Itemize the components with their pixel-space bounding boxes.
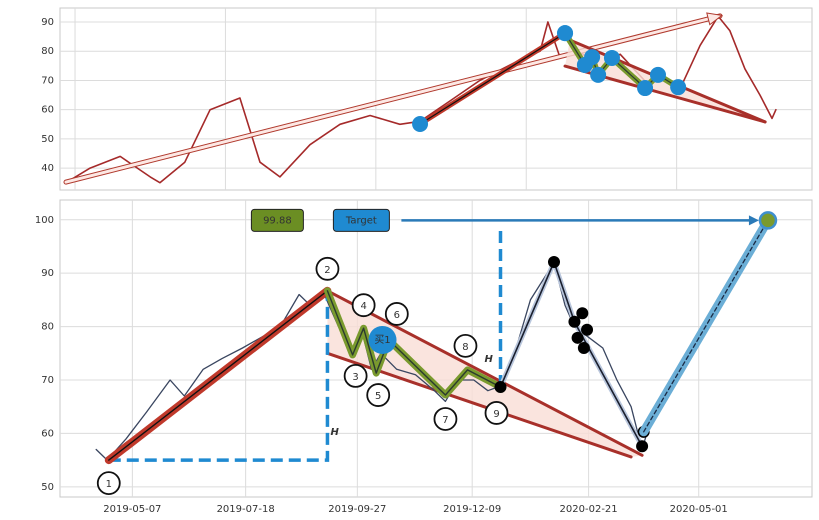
pivot-label: 3: [352, 372, 358, 383]
pivot-label: 9: [493, 409, 499, 420]
y-tick-label: 90: [41, 17, 54, 28]
swing-dot: [571, 331, 584, 344]
pivot-label-ring: [384, 302, 409, 326]
target-value: 99.88: [263, 215, 292, 226]
buy-label: 买1: [374, 334, 390, 346]
swing-dot: [576, 307, 589, 320]
swing-dot: [568, 315, 581, 328]
wedge-upper: [325, 289, 644, 457]
y-tick-label: 60: [41, 105, 54, 116]
pivot-label-ring: [343, 364, 368, 388]
pivot-label-ring: [351, 293, 376, 318]
pivot-dot: [603, 49, 620, 66]
pivot-dot: [590, 66, 607, 83]
pivot-label-ring: [453, 333, 478, 358]
x-tick-label: 2020-05-01: [670, 504, 728, 515]
pivot-label: 4: [360, 301, 366, 312]
target-box: [332, 208, 390, 232]
pivot-label-ring: [96, 471, 121, 496]
swing-dot: [577, 341, 590, 354]
swing-line: [499, 261, 643, 448]
pivot-dot: [637, 80, 654, 97]
target-dot: [758, 211, 778, 230]
pivot-label-ring: [484, 401, 509, 425]
impulse-line-core: [108, 290, 329, 461]
pivot-dot: [670, 79, 687, 96]
x-tick-label: 2019-05-07: [103, 504, 161, 515]
buy-marker: [368, 325, 397, 354]
y-tick-label: 40: [41, 163, 54, 174]
pivot-label: 5: [375, 391, 381, 402]
swing-dot: [547, 255, 560, 268]
pivot-label: 6: [394, 310, 400, 321]
pivot-label-ring: [433, 407, 458, 431]
wave-line-core: [326, 290, 502, 396]
pivot-dot: [649, 66, 666, 83]
pivot-label: 8: [462, 342, 468, 353]
arrow-head: [748, 215, 759, 226]
swing-dot: [581, 323, 594, 336]
pivot-label: 7: [442, 415, 448, 426]
x-tick-label: 2020-02-21: [560, 504, 618, 515]
swing-dot: [494, 380, 507, 393]
y-tick-label: 50: [41, 134, 54, 145]
swing-dot: [636, 440, 649, 453]
trend-line-core: [419, 32, 566, 125]
pivot-dot: [557, 25, 574, 42]
target-label: Target: [345, 215, 377, 226]
pivot-label-ring: [315, 256, 340, 281]
pivot-label-ring: [366, 383, 391, 407]
y-tick-label: 90: [41, 268, 54, 279]
pivot-dot: [584, 49, 601, 66]
y-tick-label: 70: [41, 375, 54, 386]
trend-arrow: [64, 14, 722, 184]
projection-line-core: [643, 219, 769, 433]
x-tick-label: 2019-09-27: [328, 504, 386, 515]
arrow-head: [706, 12, 724, 26]
h-label: H: [485, 354, 494, 365]
pivot-label: 1: [106, 479, 112, 490]
y-tick-label: 100: [35, 215, 54, 226]
x-tick-label: 2019-12-09: [443, 504, 501, 515]
y-tick-label: 50: [41, 482, 54, 493]
height-measure: [108, 290, 330, 462]
y-tick-label: 80: [41, 322, 54, 333]
x-tick-label: 2019-07-18: [217, 504, 275, 515]
pivot-dot: [412, 115, 429, 132]
y-tick-label: 80: [41, 46, 54, 57]
value-box: [250, 208, 304, 232]
y-tick-label: 60: [41, 428, 54, 439]
y-tick-label: 70: [41, 75, 54, 86]
pivot-label: 2: [324, 265, 330, 276]
h-label: H: [330, 427, 339, 438]
